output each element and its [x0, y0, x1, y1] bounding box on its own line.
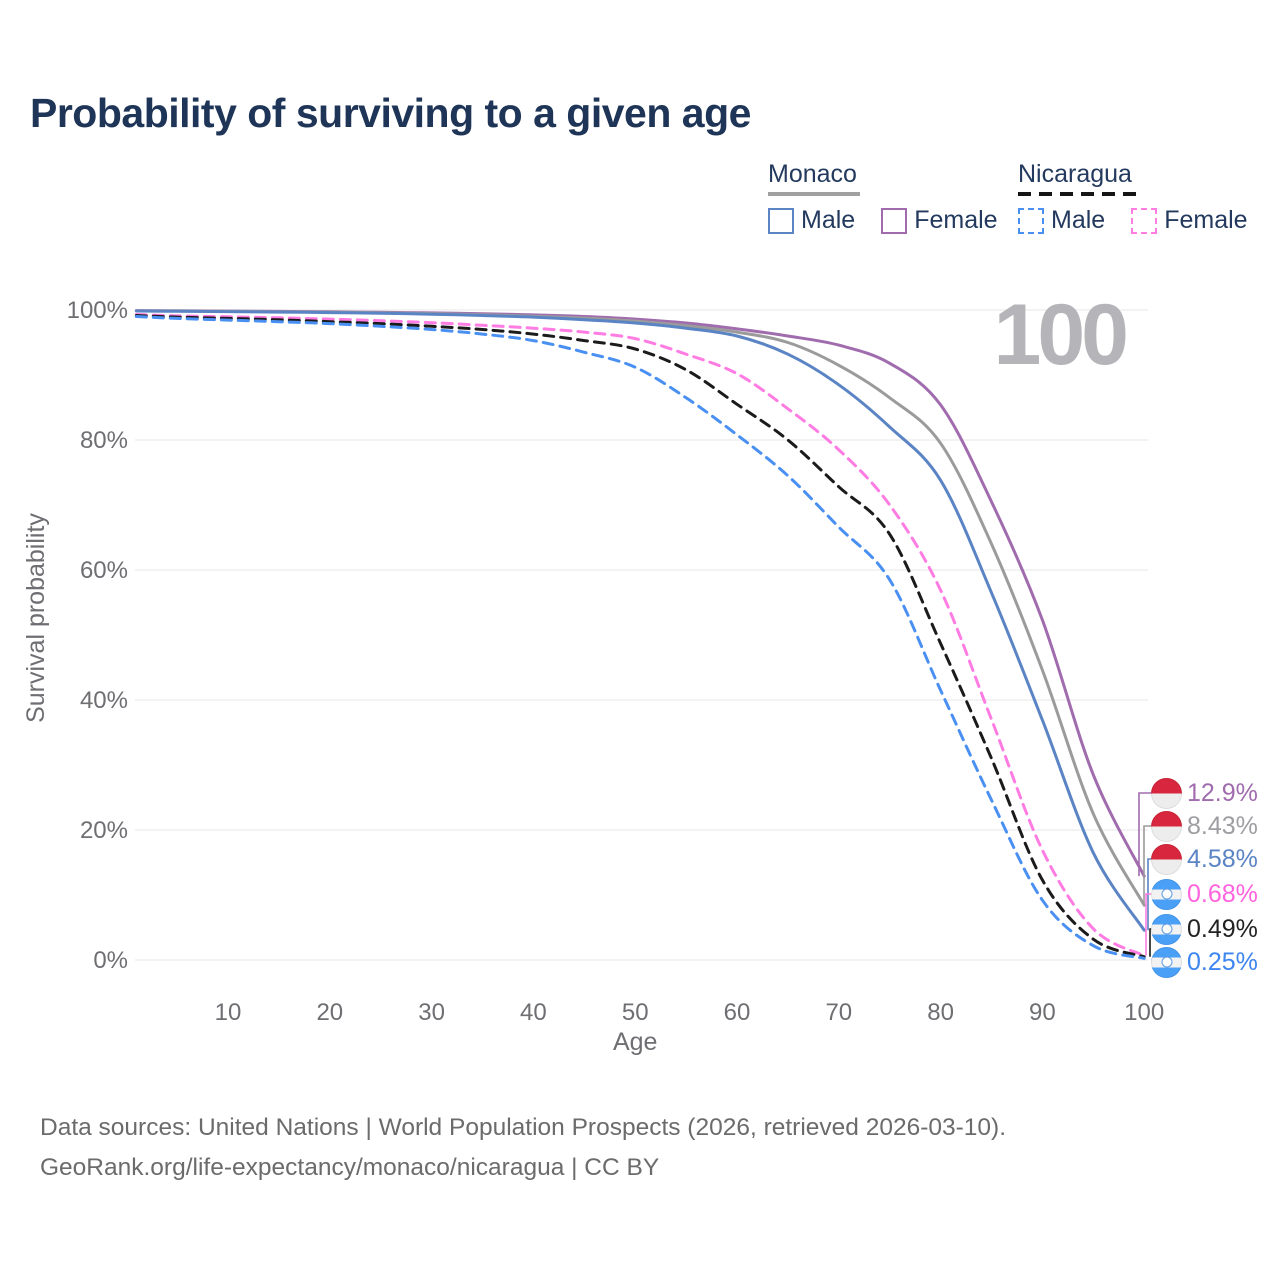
x-tick-label: 60 — [724, 999, 751, 1026]
legend-label-nicaragua-female: Female — [1164, 206, 1248, 234]
y-tick-label: 0% — [93, 947, 128, 974]
end-value: 12.9% — [1187, 778, 1258, 807]
legend-item-nicaragua-male[interactable]: Male — [1018, 206, 1105, 235]
nicaragua-flag-icon — [1151, 878, 1182, 910]
end-label-nicaragua-both: 0.49% — [1151, 912, 1258, 946]
end-value: 8.43% — [1187, 811, 1258, 840]
legend-country-nicaragua: Nicaragua — [1018, 160, 1132, 188]
legend-item-nicaragua-female[interactable]: Female — [1131, 206, 1248, 235]
x-tick-label: 30 — [418, 999, 445, 1026]
y-tick-label: 40% — [80, 687, 128, 714]
nicaragua-flag-icon — [1151, 946, 1182, 978]
footer-url-line: GeoRank.org/life-expectancy/monaco/nicar… — [40, 1154, 660, 1181]
x-tick-label: 90 — [1029, 999, 1056, 1026]
legend-group-monaco: Monaco Male Female — [768, 160, 998, 235]
series-line-monaco-both — [134, 309, 1146, 907]
data-sources-footer: Data sources: United Nations | World Pop… — [40, 1108, 1006, 1188]
monaco-flag-icon — [1151, 843, 1182, 875]
x-tick-label: 20 — [316, 999, 343, 1026]
age-cursor-annotation: 100 — [993, 287, 1129, 383]
end-value: 4.58% — [1187, 844, 1258, 873]
monaco-male-swatch — [768, 207, 794, 234]
nicaragua-male-swatch — [1018, 207, 1044, 234]
end-value: 0.68% — [1187, 879, 1258, 908]
page-title: Probability of surviving to a given age — [30, 90, 751, 136]
y-axis-title: Survival probability — [22, 513, 50, 723]
x-axis-title: Age — [613, 1028, 657, 1056]
legend-items-monaco: Male Female — [768, 206, 998, 235]
y-tick-label: 100% — [67, 297, 128, 324]
legend-item-monaco-female[interactable]: Female — [881, 206, 998, 235]
leader-line-monaco-female — [1138, 792, 1153, 877]
x-tick-label: 70 — [825, 999, 852, 1026]
end-label-monaco-female: 12.9% — [1151, 776, 1258, 810]
x-tick-label: 10 — [215, 999, 242, 1026]
y-tick-label: 80% — [80, 427, 128, 454]
monaco-flag-icon — [1151, 810, 1182, 842]
monaco-female-swatch — [881, 207, 908, 234]
series-line-monaco-male — [134, 309, 1146, 932]
legend-group-nicaragua: Nicaragua Male Female — [1018, 160, 1248, 235]
end-value: 0.49% — [1187, 914, 1258, 943]
series-line-nicaragua-both — [134, 314, 1146, 959]
x-tick-label: 50 — [622, 999, 649, 1026]
y-tick-label: 20% — [80, 817, 128, 844]
series-line-nicaragua-male — [134, 315, 1146, 960]
footer-sources-line: Data sources: United Nations | World Pop… — [40, 1114, 1007, 1141]
legend-country-monaco: Monaco — [768, 160, 857, 188]
y-tick-label: 60% — [80, 557, 128, 584]
series-line-nicaragua-female — [134, 313, 1146, 958]
nicaragua-female-swatch — [1131, 207, 1158, 234]
legend-label-monaco-female: Female — [914, 206, 998, 234]
x-tick-label: 40 — [520, 999, 547, 1026]
x-tick-label: 80 — [927, 999, 954, 1026]
legend-item-monaco-male[interactable]: Male — [768, 206, 855, 235]
monaco-flag-icon — [1151, 777, 1182, 809]
end-label-monaco-male: 4.58% — [1151, 842, 1258, 876]
end-label-nicaragua-female: 0.68% — [1151, 877, 1258, 911]
legend-items-nicaragua: Male Female — [1018, 206, 1248, 235]
end-label-monaco-both: 8.43% — [1151, 809, 1258, 843]
monaco-line-style-key — [768, 192, 860, 196]
end-value: 0.25% — [1187, 947, 1258, 976]
nicaragua-flag-icon — [1151, 913, 1182, 945]
x-tick-label: 100 — [1124, 999, 1164, 1026]
leader-line-monaco-both — [1143, 825, 1153, 906]
legend-label-monaco-male: Male — [801, 206, 856, 234]
legend-label-nicaragua-male: Male — [1051, 206, 1106, 234]
end-label-nicaragua-male: 0.25% — [1151, 945, 1258, 979]
nicaragua-line-style-key — [1018, 192, 1136, 196]
